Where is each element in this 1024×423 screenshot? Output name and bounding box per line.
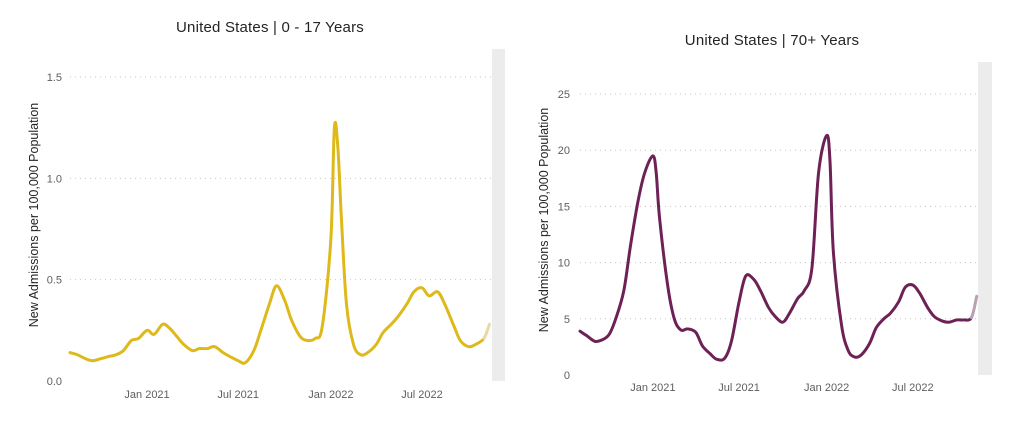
x-tick-label: Jul 2022 (892, 382, 934, 394)
y-tick-label: 1.0 (47, 173, 62, 185)
x-tick-label: Jan 2021 (124, 389, 169, 401)
x-tick-label: Jul 2021 (718, 382, 760, 394)
chart-panel-70-plus: United States | 70+ Years 0 5 10 15 20 25 Jan … (510, 0, 1024, 423)
y-tick-label: 15 (558, 201, 570, 213)
series-line-projected[interactable] (969, 294, 979, 320)
x-tick-label: Jul 2022 (401, 389, 443, 401)
series-line-projected[interactable] (482, 322, 491, 340)
y-axis-label: New Admissions per 100,000 Population (27, 103, 41, 327)
x-tick-label: Jan 2021 (630, 382, 675, 394)
y-tick-label: 10 (558, 258, 570, 270)
x-tick-label: Jul 2021 (217, 389, 259, 401)
x-tick-label: Jan 2022 (308, 389, 353, 401)
y-tick-label: 5 (564, 314, 570, 326)
y-tick-label: 0.0 (47, 376, 62, 388)
x-tick-label: Jan 2022 (804, 382, 849, 394)
chart-title: United States | 0 - 17 Years (176, 19, 364, 36)
series-line[interactable] (68, 120, 486, 365)
y-tick-label: 25 (558, 89, 570, 101)
chart-svg-0-17: 0.0 0.5 1.0 1.5 Jan 2021 Jul 2021 Jan 2022 Jul … (27, 49, 505, 401)
y-tick-label: 20 (558, 145, 570, 157)
scroll-rail[interactable] (492, 49, 505, 381)
series-line[interactable] (578, 133, 973, 362)
chart-panel-0-17: United States | 0 - 17 Years 0.0 0.5 1.0 1.… (0, 0, 505, 423)
chart-title: United States | 70+ Years (684, 32, 860, 49)
chart-svg-70-plus: 0 5 10 15 20 25 Jan 2021 Jul 2021 Jan 2022 Jul 20… (537, 62, 992, 394)
y-tick-label: 0.5 (47, 275, 62, 287)
scroll-rail[interactable] (978, 62, 992, 375)
y-tick-label: 0 (564, 370, 570, 382)
y-axis-label: New Admissions per 100,000 Population (537, 108, 551, 332)
y-tick-label: 1.5 (47, 72, 62, 84)
